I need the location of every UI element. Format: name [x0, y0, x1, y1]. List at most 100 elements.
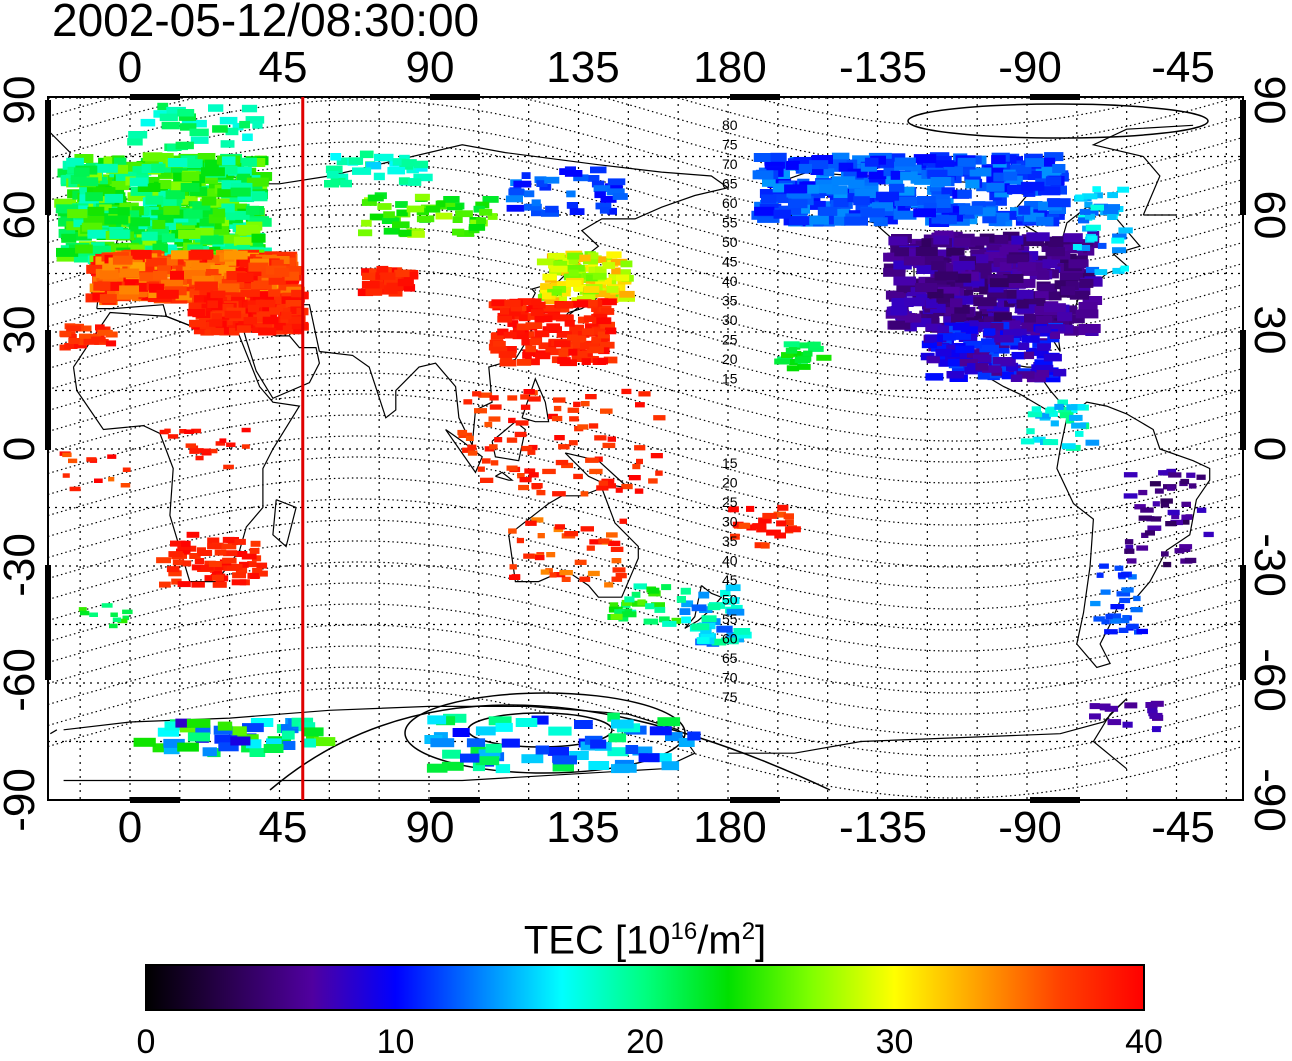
tec-pixel — [580, 401, 590, 407]
tec-pixel — [500, 307, 510, 315]
tec-pixel — [882, 215, 898, 225]
tec-pixel — [746, 524, 757, 531]
tec-pixel — [564, 170, 583, 177]
tec-pixel — [831, 176, 856, 186]
tec-pixel — [531, 209, 544, 217]
tec-pixel — [1094, 269, 1108, 276]
tec-pixel — [596, 485, 609, 491]
frame-bar-left — [45, 100, 51, 215]
coastline — [445, 429, 483, 474]
tec-pixel — [777, 504, 789, 511]
tec-pixel — [402, 272, 419, 280]
tec-pixel — [174, 237, 193, 247]
tec-pixel — [104, 193, 124, 203]
tec-pixel — [111, 180, 130, 190]
top-lon-label: -135 — [838, 43, 928, 92]
tec-pixel — [129, 217, 151, 227]
tec-pixel — [219, 438, 227, 443]
tec-pixel — [994, 335, 1014, 343]
tec-pixel — [225, 127, 239, 136]
tec-pixel — [197, 550, 213, 556]
tec-pixel — [119, 268, 140, 278]
tec-pixel — [904, 297, 925, 307]
tec-pixel — [929, 183, 945, 193]
tec-pixel — [520, 404, 531, 410]
tec-pixel — [528, 472, 539, 478]
tec-pixel — [581, 328, 595, 336]
tec-pixel — [521, 754, 544, 764]
tec-pixel — [232, 572, 246, 579]
tec-pixel — [631, 591, 641, 598]
tec-pixel — [493, 341, 506, 348]
contour-line — [48, 582, 1241, 694]
tec-pixel — [1149, 712, 1163, 719]
tec-pixel — [525, 305, 539, 313]
tec-pixel — [435, 200, 446, 208]
tec-pixel — [897, 186, 915, 196]
tec-pixel — [1079, 278, 1094, 288]
tec-pixel — [945, 353, 963, 361]
tec-pixel — [817, 184, 833, 194]
tec-pixel — [1002, 231, 1020, 241]
tec-pixel — [971, 201, 996, 211]
tec-pixel — [606, 251, 622, 259]
tec-pixel — [68, 458, 78, 464]
tec-pixel — [463, 399, 473, 405]
tec-pixel — [241, 444, 250, 449]
tec-pixel — [574, 720, 593, 729]
tec-pixel — [408, 178, 422, 186]
tec-pixel — [542, 273, 557, 281]
tec-pixel — [269, 307, 280, 315]
tec-pixel — [810, 166, 824, 175]
tec-pixel — [637, 599, 646, 606]
frame-bar-bottom — [730, 797, 780, 803]
tec-pixel — [156, 557, 171, 564]
tec-pixel — [211, 275, 224, 285]
tec-pixel — [1034, 359, 1053, 367]
tec-pixel — [973, 297, 997, 307]
tec-pixel — [171, 578, 182, 585]
tec-pixel — [611, 576, 623, 582]
tec-pixel — [395, 201, 408, 208]
tec-pixel — [1075, 430, 1084, 437]
tec-pixel — [1017, 262, 1036, 272]
frame-bar-bottom — [430, 797, 480, 803]
tec-pixel — [396, 209, 408, 217]
tec-pixel — [255, 299, 276, 308]
tec-pixel — [163, 738, 185, 748]
tec-pixel — [383, 227, 400, 235]
bottom-lon-label: -135 — [838, 803, 928, 852]
tec-pixel — [993, 312, 1012, 322]
tec-pixel — [230, 187, 251, 197]
tec-pixel — [1097, 242, 1107, 249]
tec-pixel — [791, 350, 802, 357]
tec-pixel — [616, 274, 630, 282]
tec-pixel — [225, 210, 250, 220]
tec-pixel — [754, 206, 775, 216]
tec-pixel — [648, 753, 672, 763]
tec-pixel — [1007, 294, 1024, 304]
tec-pixel — [183, 209, 203, 219]
tec-pixel — [1117, 572, 1130, 578]
tec-pixel — [634, 445, 646, 451]
tec-pixel — [534, 330, 550, 338]
tec-pixel — [83, 338, 99, 345]
tec-pixel — [1107, 719, 1122, 726]
tec-pixel — [567, 407, 580, 413]
tec-pixel — [181, 540, 191, 547]
tec-pixel — [1120, 617, 1130, 624]
tec-pixel — [177, 544, 191, 551]
tec-pixel — [550, 265, 568, 273]
colorbar-tick-label: 20 — [626, 1023, 664, 1061]
tec-pixel — [607, 207, 617, 215]
tec-pixel — [648, 478, 658, 484]
tec-pixel — [102, 263, 115, 273]
tec-pixel — [726, 608, 745, 616]
tec-pixel — [191, 564, 204, 571]
colorbar-tick-label: 10 — [376, 1023, 415, 1061]
tec-pixel — [498, 351, 517, 358]
tec-pixel — [936, 293, 955, 303]
tec-pixel — [416, 215, 435, 223]
tec-pixel — [1037, 343, 1051, 351]
tec-pixel — [467, 444, 477, 450]
